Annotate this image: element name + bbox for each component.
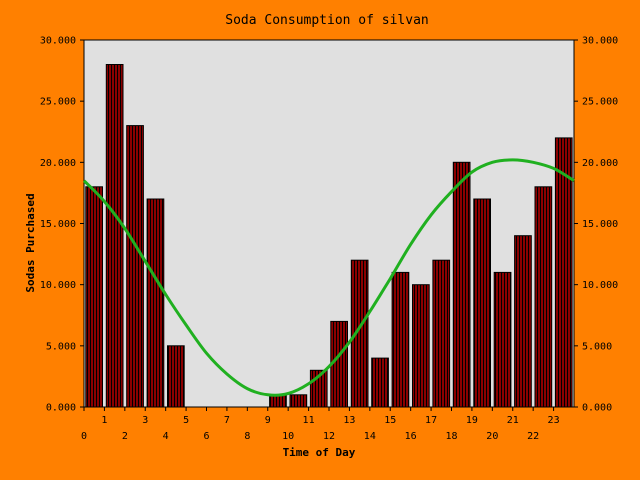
x-tick-label-10: 10	[282, 431, 294, 442]
x-tick-label-18: 18	[445, 431, 457, 442]
x-tick-label-2: 2	[122, 431, 128, 442]
x-tick-label-4: 4	[163, 431, 169, 442]
plot-area	[83, 39, 575, 408]
x-tick-label-14: 14	[364, 431, 376, 442]
x-tick-label-1: 1	[101, 415, 107, 426]
x-tick-label-15: 15	[384, 415, 396, 426]
bar-13	[350, 259, 369, 408]
bar-16	[412, 284, 430, 408]
x-tick-label-6: 6	[203, 431, 209, 442]
y-tick-label-right-10: 10.000	[582, 280, 618, 291]
bar-2	[126, 125, 144, 408]
y-tick-label-left-10: 10.000	[40, 280, 76, 291]
y-axis-label: Sodas Purchased	[24, 193, 37, 292]
y-tick-label-left-20: 20.000	[40, 158, 76, 169]
x-tick-label-21: 21	[507, 415, 519, 426]
y-tick-label-right-0: 0.000	[582, 403, 612, 414]
bar-22	[534, 186, 553, 408]
y-tick-label-right-30: 30.000	[582, 36, 618, 47]
x-tick-label-9: 9	[265, 415, 271, 426]
x-tick-label-20: 20	[486, 431, 498, 442]
y-tick-label-left-5: 5.000	[46, 341, 76, 352]
y-tick-label-right-5: 5.000	[582, 341, 612, 352]
bar-15	[391, 271, 410, 408]
y-tick-label-left-25: 25.000	[40, 97, 76, 108]
x-axis-label: Time of Day	[283, 446, 356, 459]
fit-line	[82, 158, 575, 397]
bar-23	[554, 137, 573, 408]
y-tick-label-left-15: 15.000	[40, 219, 76, 230]
bar-0	[85, 186, 104, 408]
bar-17	[432, 259, 451, 408]
x-tick-label-8: 8	[244, 431, 250, 442]
x-tick-label-22: 22	[527, 431, 539, 442]
bars-layer	[85, 64, 573, 408]
y-tick-label-right-25: 25.000	[582, 97, 618, 108]
y-tick-label-left-30: 30.000	[40, 36, 76, 47]
x-tick-label-5: 5	[183, 415, 189, 426]
bar-19	[473, 198, 491, 408]
bar-10	[289, 394, 308, 408]
x-tick-label-13: 13	[343, 415, 355, 426]
bar-3	[146, 198, 165, 408]
bar-14	[371, 357, 389, 408]
x-tick-label-7: 7	[224, 415, 230, 426]
x-tick-label-19: 19	[466, 415, 478, 426]
x-tick-label-16: 16	[405, 431, 417, 442]
x-tick-label-12: 12	[323, 431, 335, 442]
bar-1	[105, 64, 124, 408]
y-tick-label-right-15: 15.000	[582, 219, 618, 230]
y-tick-label-right-20: 20.000	[582, 158, 618, 169]
y-tick-label-left-0: 0.000	[46, 403, 76, 414]
bar-18	[452, 161, 471, 408]
x-tick-label-23: 23	[548, 415, 560, 426]
bar-20	[493, 271, 512, 408]
x-tick-label-11: 11	[303, 415, 315, 426]
x-tick-label-17: 17	[425, 415, 437, 426]
bar-21	[514, 235, 532, 408]
x-tick-label-0: 0	[81, 431, 87, 442]
x-tick-label-3: 3	[142, 415, 148, 426]
bar-4	[167, 345, 185, 408]
chart-title: Soda Consumption of silvan	[225, 13, 429, 28]
line-layer	[82, 158, 575, 397]
